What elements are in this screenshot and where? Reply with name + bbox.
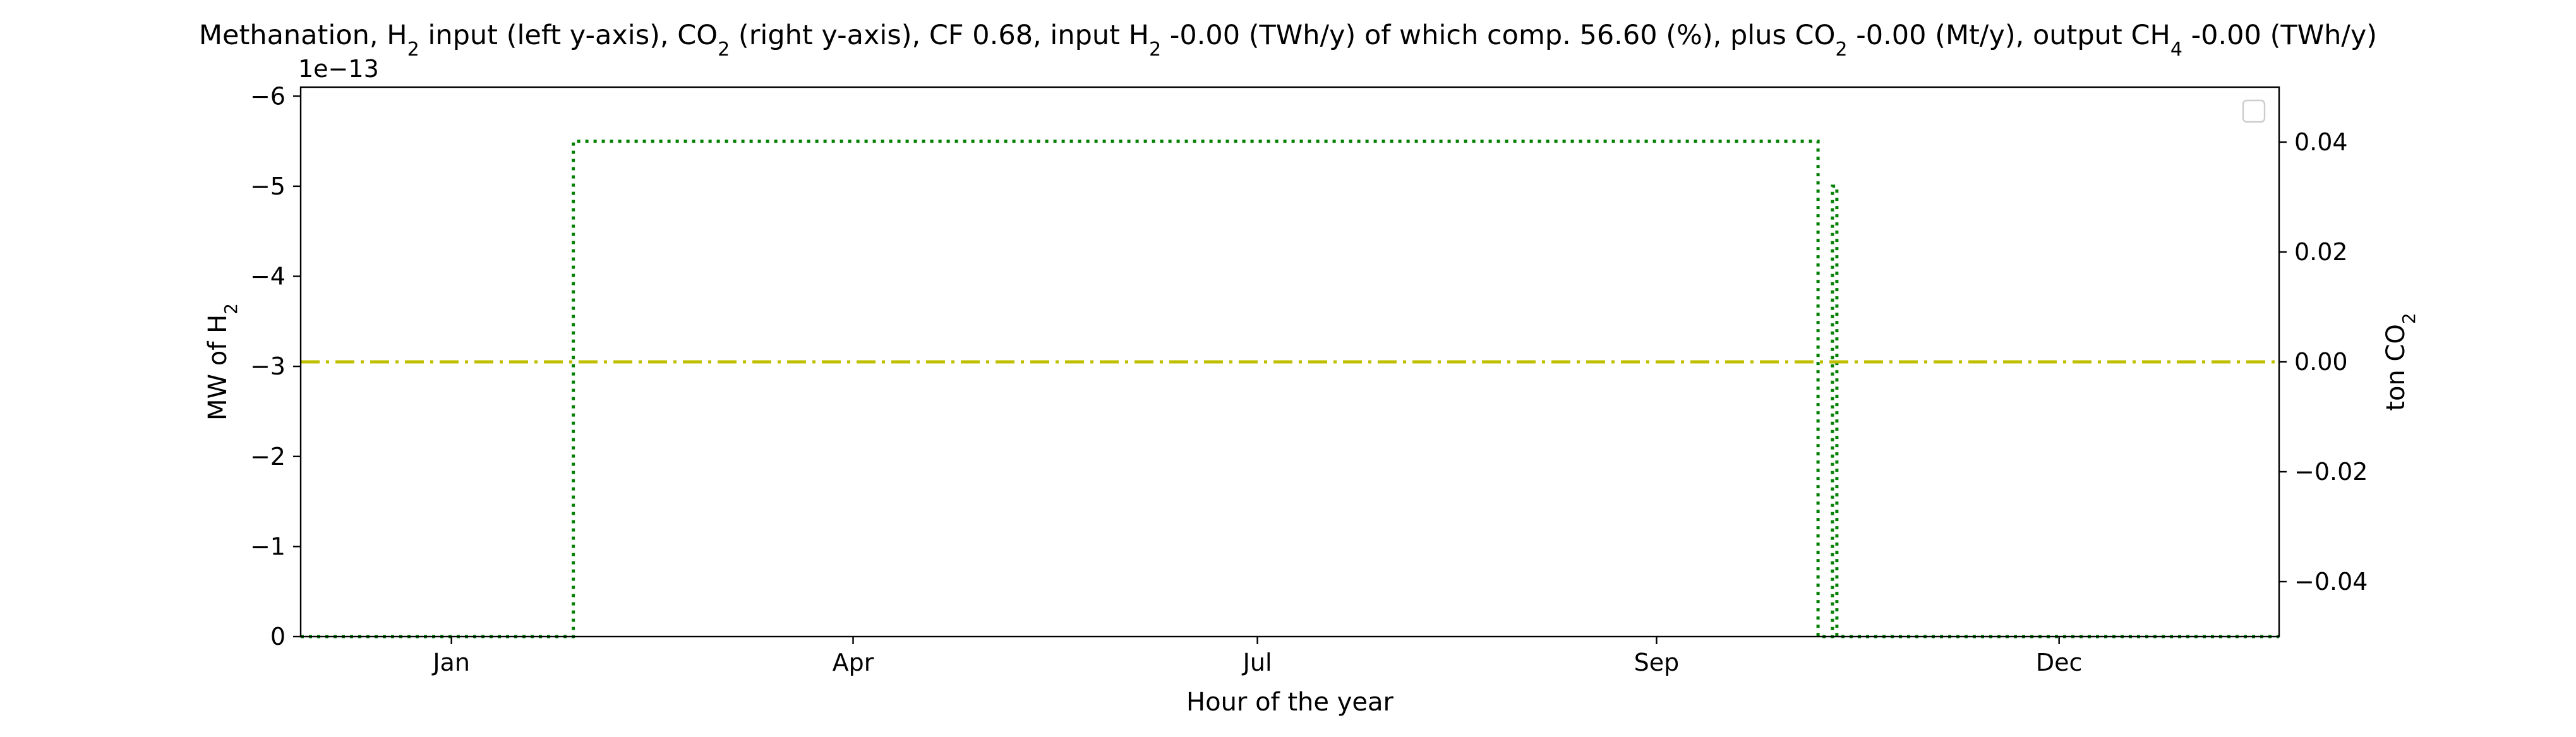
x-axis-label: Hour of the year bbox=[1186, 688, 1393, 717]
plot-lines bbox=[301, 140, 2279, 638]
y-left-tick-label: −3 bbox=[250, 352, 286, 380]
x-axis: Jan Apr Jul Sep Dec bbox=[431, 637, 2082, 676]
y-right-tick-label: −0.02 bbox=[2294, 458, 2368, 486]
y-left-axis-label: MW of H2 bbox=[203, 303, 241, 421]
y-right-tick-label: 0.02 bbox=[2294, 238, 2348, 266]
x-tick-label: Jul bbox=[1242, 649, 1272, 676]
y-right-tick-label: −0.04 bbox=[2294, 568, 2368, 596]
chart-title: Methanation, H2 input (left y-axis), CO2… bbox=[199, 20, 2377, 61]
series-line-h2-input bbox=[301, 140, 2279, 638]
y-left-axis: 0 −1 −2 −3 −4 −5 −6 bbox=[250, 82, 301, 650]
x-tick-label: Dec bbox=[2036, 649, 2083, 676]
y-left-offset-label: 1e−13 bbox=[298, 55, 379, 83]
y-right-axis-label: ton CO2 bbox=[2381, 313, 2419, 410]
legend-box bbox=[2242, 99, 2266, 123]
y-left-tick-label: −5 bbox=[250, 172, 286, 200]
x-tick-label: Jan bbox=[431, 649, 470, 676]
y-left-tick-label: −4 bbox=[250, 263, 286, 291]
y-right-tick-label: 0.00 bbox=[2294, 348, 2348, 376]
y-left-tick-label: −6 bbox=[250, 82, 286, 110]
y-right-axis: −0.04 −0.02 0.00 0.02 0.04 bbox=[2279, 128, 2368, 596]
y-right-tick-label: 0.04 bbox=[2294, 128, 2348, 156]
x-tick-label: Sep bbox=[1634, 649, 1680, 676]
y-left-tick-label: 0 bbox=[270, 623, 286, 650]
y-left-tick-label: −2 bbox=[250, 443, 286, 470]
x-tick-label: Apr bbox=[833, 649, 874, 676]
y-left-tick-label: −1 bbox=[250, 532, 286, 560]
